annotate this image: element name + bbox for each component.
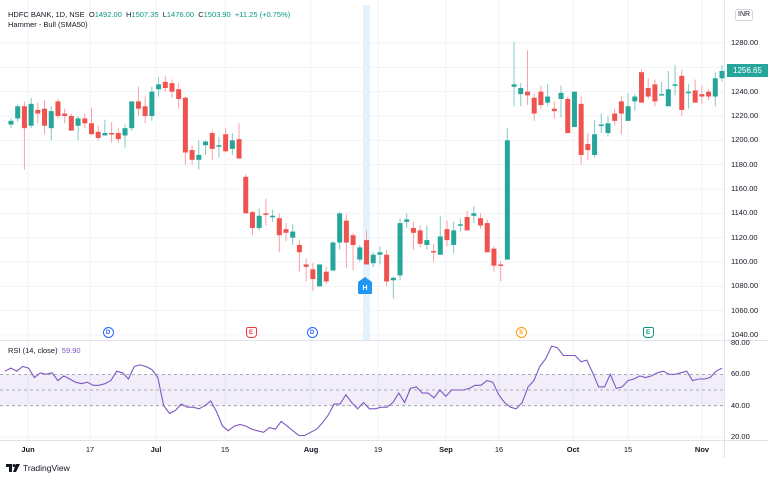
symbol-name: HDFC BANK, 1D, NSE bbox=[8, 10, 85, 19]
price-tick: 1100.00 bbox=[731, 257, 758, 266]
time-tick: 15 bbox=[623, 445, 633, 454]
time-tick: Sep bbox=[439, 445, 453, 454]
earnings-event-icon[interactable]: E bbox=[642, 327, 654, 338]
symbol-legend: HDFC BANK, 1D, NSE O1492.00 H1507.35 L14… bbox=[8, 10, 291, 19]
hammer-marker-icon: H bbox=[358, 277, 372, 294]
high-value: 1507.35 bbox=[131, 10, 159, 19]
svg-text:H: H bbox=[362, 285, 367, 292]
price-tick: 1180.00 bbox=[731, 159, 758, 169]
time-tick: Nov bbox=[694, 445, 710, 454]
price-tick: 1240.00 bbox=[731, 86, 759, 96]
brand-name: TradingView bbox=[23, 463, 70, 473]
time-tick: Aug bbox=[303, 445, 319, 454]
dividend-event-icon[interactable]: D bbox=[306, 327, 318, 338]
rsi-tick: 20.00 bbox=[731, 432, 750, 442]
hammer-pattern-marker[interactable]: H bbox=[357, 277, 373, 294]
time-tick: 16 bbox=[494, 445, 504, 454]
last-price-label: 1256.65 bbox=[727, 64, 768, 77]
time-tick: Jun bbox=[21, 445, 35, 454]
rsi-legend[interactable]: RSI (14, close) 59.90 bbox=[8, 346, 81, 355]
price-tick: 1040.00 bbox=[731, 330, 759, 339]
tradingview-logo[interactable]: TradingView bbox=[6, 463, 70, 473]
dividend-event-icon[interactable]: D bbox=[102, 327, 114, 338]
price-tick: 1080.00 bbox=[731, 281, 759, 291]
price-tick: 1140.00 bbox=[731, 208, 758, 218]
rsi-tick: 80.00 bbox=[731, 338, 750, 347]
time-tick: 15 bbox=[220, 445, 230, 454]
time-tick: 17 bbox=[85, 445, 95, 454]
rsi-value: 59.90 bbox=[61, 346, 81, 355]
tradingview-logo-icon bbox=[6, 464, 20, 472]
change-value: +11.25 (+0.75%) bbox=[234, 10, 291, 19]
price-tick: 1280.00 bbox=[731, 38, 759, 47]
earnings-event-icon[interactable]: E bbox=[245, 327, 257, 338]
time-tick: Oct bbox=[566, 445, 580, 454]
close-value: 1503.90 bbox=[203, 10, 231, 19]
rsi-tick: 60.00 bbox=[731, 369, 750, 379]
rsi-tick: 40.00 bbox=[731, 400, 750, 410]
split-event-icon[interactable]: S bbox=[515, 327, 527, 338]
low-value: 1476.00 bbox=[166, 10, 195, 19]
price-tick: 1200.00 bbox=[731, 135, 759, 145]
open-value: 1492.00 bbox=[94, 10, 122, 19]
time-tick: 19 bbox=[373, 445, 383, 454]
price-tick: 1220.00 bbox=[731, 111, 759, 120]
rsi-label: RSI (14, close) bbox=[8, 346, 58, 355]
indicator-legend[interactable]: Hammer - Bull (SMA50) bbox=[8, 20, 88, 29]
currency-badge[interactable]: INR bbox=[735, 9, 754, 21]
price-tick: 1160.00 bbox=[731, 184, 758, 193]
price-tick: 1060.00 bbox=[731, 305, 759, 315]
time-tick: Jul bbox=[150, 445, 162, 454]
price-tick: 1120.00 bbox=[731, 232, 758, 242]
